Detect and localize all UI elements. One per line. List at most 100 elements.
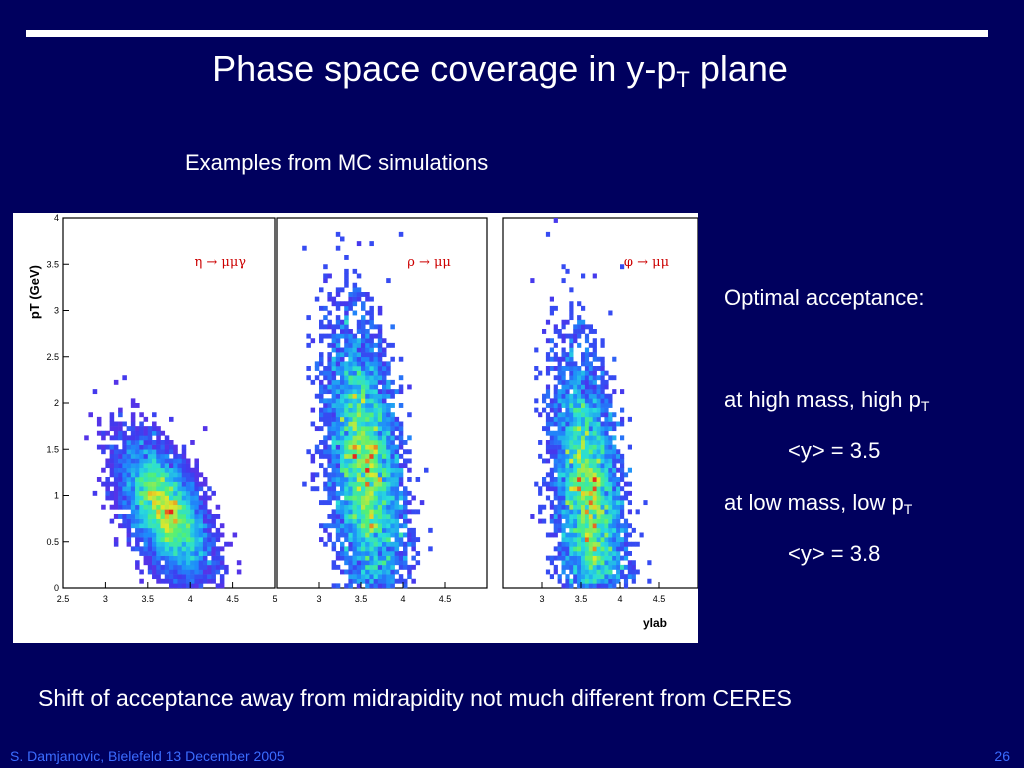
heatmap-cell — [557, 453, 562, 459]
heatmap-cell — [557, 500, 562, 506]
heatmap-cell — [344, 560, 349, 566]
heatmap-cell — [569, 347, 574, 353]
heatmap-cell — [604, 370, 609, 376]
heatmap-cell — [194, 490, 199, 496]
heatmap-cell — [592, 560, 597, 566]
heatmap-cell — [592, 527, 597, 533]
heatmap-cell — [331, 518, 337, 524]
heatmap-cell — [365, 537, 370, 543]
heatmap-cell — [130, 509, 136, 515]
heatmap-cell — [340, 356, 345, 362]
heatmap-cell — [386, 500, 391, 506]
heatmap-cell — [569, 416, 574, 422]
heatmap-cell — [177, 537, 183, 543]
heatmap-cell — [160, 449, 166, 455]
heatmap-cell — [403, 583, 408, 589]
heatmap-cell — [126, 481, 132, 487]
heatmap-cell — [612, 574, 617, 580]
heatmap-cell — [584, 338, 590, 344]
heatmap-cell — [386, 509, 391, 515]
heatmap-cell — [600, 546, 605, 552]
heatmap-cell — [113, 463, 119, 469]
heatmap-cell — [369, 453, 374, 459]
heatmap-cell — [553, 546, 558, 552]
heatmap-cell — [319, 305, 324, 311]
heatmap-cell — [573, 486, 578, 492]
heatmap-cell — [386, 518, 391, 524]
heatmap-cell — [327, 453, 332, 459]
heatmap-cell — [331, 356, 337, 362]
heatmap-cell — [105, 458, 110, 464]
heatmap-cell — [352, 527, 358, 533]
heatmap-cell — [604, 486, 609, 492]
heatmap-cell — [143, 486, 149, 492]
heatmap-cell — [348, 305, 353, 311]
heatmap-cell — [319, 287, 324, 293]
heatmap-cell — [352, 301, 358, 307]
heatmap-cell — [185, 578, 191, 584]
heatmap-cell — [390, 430, 395, 436]
heatmap-cell — [592, 477, 597, 482]
heatmap-cell — [319, 352, 324, 358]
heatmap-cell — [549, 403, 554, 408]
heatmap-cell — [352, 310, 358, 316]
heatmap-cell — [352, 495, 358, 501]
heatmap-cell — [352, 398, 358, 404]
heatmap-cell — [569, 527, 574, 533]
heatmap-cell — [348, 301, 353, 307]
heatmap-cell — [156, 495, 161, 501]
heatmap-cell — [398, 578, 404, 584]
heatmap-cell — [327, 532, 332, 538]
heatmap-cell — [335, 379, 341, 385]
heatmap-cell — [534, 347, 539, 353]
heatmap-cell — [553, 449, 558, 455]
heatmap-cell — [561, 352, 566, 358]
heatmap-cell — [377, 421, 383, 427]
heatmap-cell — [164, 546, 170, 552]
heatmap-cell — [126, 472, 132, 478]
heatmap-cell — [310, 407, 316, 413]
heatmap-cell — [620, 504, 625, 510]
heatmap-cell — [139, 449, 144, 455]
heatmap-cell — [185, 532, 191, 538]
heatmap-cell — [173, 564, 178, 570]
heatmap-cell — [398, 403, 404, 408]
heatmap-cell — [356, 458, 362, 464]
heatmap-cell — [122, 477, 127, 482]
heatmap-cell — [340, 500, 345, 506]
heatmap-cell — [592, 393, 597, 399]
heatmap-cell — [310, 458, 316, 464]
heatmap-cell — [612, 453, 617, 459]
heatmap-cell — [616, 453, 621, 459]
heatmap-cell — [190, 569, 195, 575]
heatmap-cell — [596, 467, 601, 473]
heatmap-cell — [365, 504, 370, 510]
heatmap-cell — [620, 537, 625, 543]
heatmap-cell — [390, 389, 395, 395]
heatmap-cell — [592, 486, 597, 492]
heatmap-cell — [577, 426, 582, 432]
heatmap-cell — [620, 523, 625, 529]
heatmap-cell — [236, 569, 242, 575]
heatmap-cell — [356, 370, 362, 376]
heatmap-cell — [365, 472, 370, 478]
heatmap-cell — [160, 486, 166, 492]
heatmap-cell — [549, 398, 554, 404]
heatmap-cell — [538, 486, 543, 492]
heatmap-cell — [352, 523, 358, 529]
heatmap-cell — [565, 509, 570, 515]
heatmap-cell — [592, 509, 597, 515]
heatmap-cell — [600, 375, 605, 381]
heatmap-cell — [101, 430, 106, 436]
heatmap-cell — [327, 407, 332, 413]
heatmap-cell — [348, 583, 353, 589]
heatmap-cell — [198, 560, 204, 566]
heatmap-cell — [340, 472, 345, 478]
heatmap-cell — [198, 523, 204, 529]
heatmap-cell — [600, 500, 605, 506]
heatmap-cell — [596, 578, 601, 584]
heatmap-cell — [118, 523, 123, 529]
heatmap-cell — [407, 435, 412, 441]
slide-number: 26 — [994, 748, 1010, 764]
heatmap-cell — [331, 453, 337, 459]
